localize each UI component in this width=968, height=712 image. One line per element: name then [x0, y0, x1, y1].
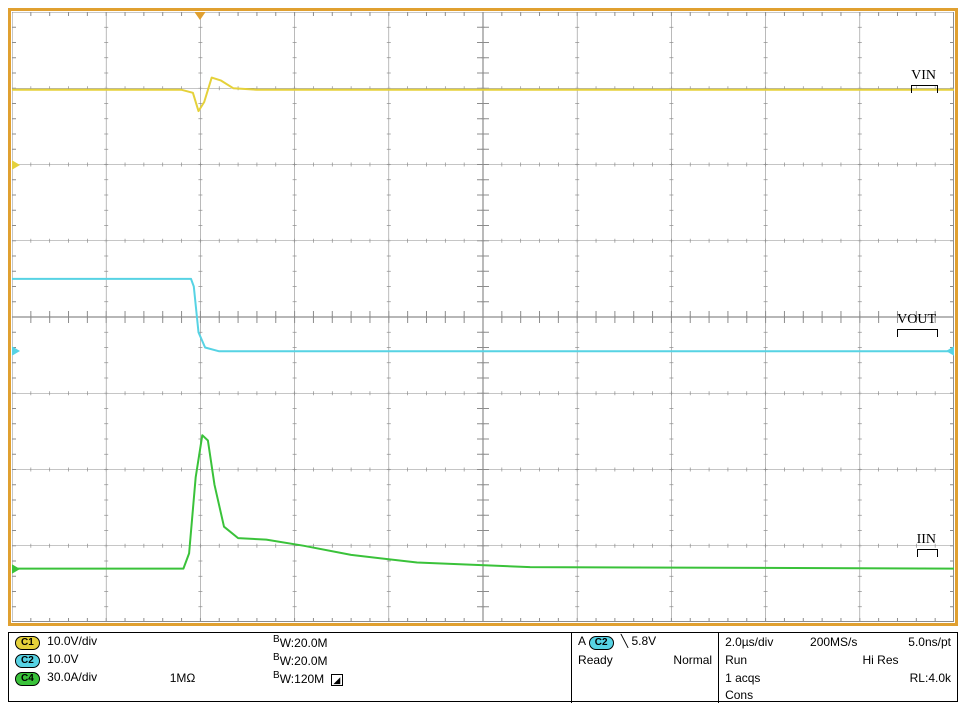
ground-marker-c4 — [12, 563, 20, 575]
channel-badge-c1: C1 — [15, 636, 40, 650]
c4-impedance: 1MΩ — [170, 671, 196, 685]
c2-bw: 20.0M — [294, 654, 327, 668]
trace-label-iin: IIN — [917, 532, 936, 557]
readout-row: C1 10.0V/div BW:20.0M A C2 ╲ 5.8V 2.0µs/… — [9, 633, 957, 651]
acq-extra: Cons — [725, 688, 753, 702]
readout-row: C4 30.0A/div 1MΩ BW:120M ◢ 1 acqs RL:4.0… — [9, 669, 957, 687]
bw-label: BW: — [273, 654, 294, 668]
readout-row: C2 10.0V BW:20.0M Ready Normal Run Hi Re… — [9, 651, 957, 669]
trigger-mode: Normal — [673, 653, 712, 667]
trig-prefix: A — [578, 634, 585, 648]
trace-label-vin: VIN — [911, 68, 936, 93]
plot-svg — [12, 12, 954, 622]
readout-table: C1 10.0V/div BW:20.0M A C2 ╲ 5.8V 2.0µs/… — [9, 633, 957, 703]
bw-label: BW: — [273, 672, 294, 686]
acq-count: 1 acqs — [725, 671, 760, 685]
timebase: 2.0µs/div — [725, 635, 773, 649]
c2-scale: 10.0V — [47, 652, 78, 666]
c4-scale: 30.0A/div — [47, 670, 97, 684]
c1-bw: 20.0M — [294, 636, 327, 650]
sample-rate: 200MS/s — [810, 635, 857, 649]
channel-badge-c4: C4 — [15, 672, 40, 686]
readout-row: Cons — [9, 687, 957, 703]
trigger-state: Ready — [578, 653, 613, 667]
ground-marker-right-c2 — [946, 345, 954, 357]
c4-bw: 120M — [294, 672, 324, 686]
readout-panel: C1 10.0V/div BW:20.0M A C2 ╲ 5.8V 2.0µs/… — [8, 632, 958, 702]
run-state: Run — [725, 653, 747, 667]
c1-scale: 10.0V/div — [47, 634, 97, 648]
sample-interval: 5.0ns/pt — [908, 635, 951, 649]
trigger-edge-icon: ╲ — [621, 634, 628, 648]
trace-label-vout: VOUT — [897, 312, 936, 337]
trigger-position-marker — [193, 12, 207, 20]
channel-badge-c2: C2 — [15, 654, 40, 668]
acq-mode: Hi Res — [863, 653, 899, 667]
record-length: RL:4.0k — [910, 671, 951, 685]
bw-label: BW: — [273, 636, 294, 650]
trigger-source-badge: C2 — [589, 636, 614, 650]
ground-marker-c1 — [12, 159, 20, 171]
ground-marker-c2 — [12, 345, 20, 357]
trigger-level: 5.8V — [631, 634, 656, 648]
coupling-icon: ◢ — [331, 674, 343, 686]
oscilloscope-plot: VIN VOUT IIN — [12, 12, 954, 622]
